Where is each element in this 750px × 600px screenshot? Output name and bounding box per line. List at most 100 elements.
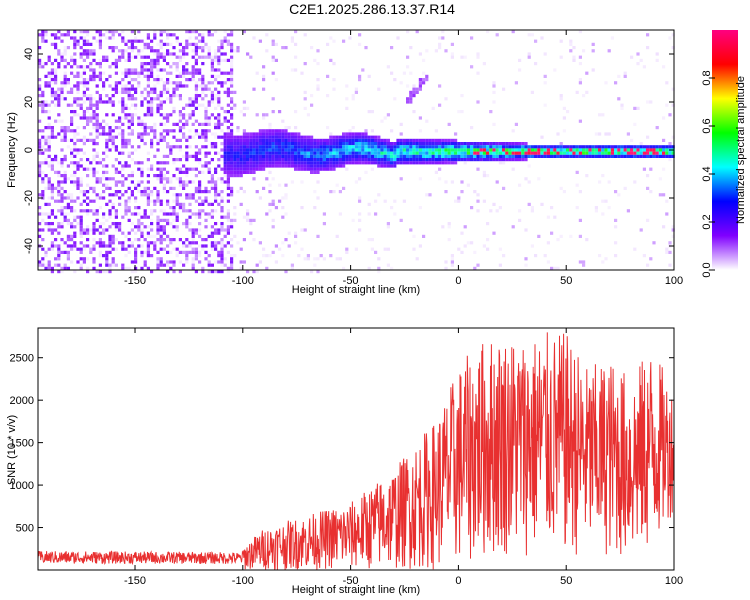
heatmap-cell — [204, 122, 208, 126]
heatmap-cell — [354, 132, 358, 136]
heatmap-cell — [111, 241, 115, 245]
heatmap-cell — [425, 151, 429, 155]
heatmap-cell — [614, 225, 618, 229]
heatmap-cell — [390, 142, 394, 146]
heatmap-cell — [281, 241, 285, 245]
heatmap-cell — [121, 103, 125, 107]
heatmap-cell — [348, 161, 352, 165]
heatmap-cell — [290, 148, 294, 152]
heatmap-cell — [374, 250, 378, 254]
heatmap-cell — [521, 151, 525, 155]
heatmap-cell — [89, 250, 93, 254]
heatmap-cell — [162, 135, 166, 139]
heatmap-cell — [511, 158, 515, 162]
heatmap-cell — [226, 135, 230, 139]
heatmap-cell — [242, 135, 246, 139]
heatmap-cell — [364, 151, 368, 155]
heatmap-cell — [377, 145, 381, 149]
heatmap-cell — [463, 151, 467, 155]
heatmap-cell — [406, 138, 410, 142]
heatmap-cell — [329, 167, 333, 171]
heatmap-cell — [54, 36, 58, 40]
heatmap-cell — [361, 145, 365, 149]
heatmap-cell — [431, 142, 435, 146]
heatmap-cell — [354, 145, 358, 149]
heatmap-cell — [194, 145, 198, 149]
heatmap-cell — [287, 126, 291, 130]
heatmap-cell — [178, 193, 182, 197]
heatmap-cell — [92, 113, 96, 117]
heatmap-cell — [316, 142, 320, 146]
heatmap-cell — [342, 186, 346, 190]
heatmap-cell — [82, 113, 86, 117]
heatmap-cell — [396, 36, 400, 40]
heatmap-cell — [217, 46, 221, 50]
heatmap-cell — [310, 103, 314, 107]
heatmap-cell — [217, 228, 221, 232]
heatmap-cell — [550, 148, 554, 152]
heatmap-cell — [102, 254, 106, 258]
heatmap-cell — [140, 254, 144, 258]
heatmap-cell — [140, 65, 144, 69]
heatmap-cell — [230, 122, 234, 126]
heatmap-cell — [191, 241, 195, 245]
x-tick-label: 50 — [560, 275, 572, 287]
heatmap-cell — [44, 174, 48, 178]
heatmap-cell — [345, 167, 349, 171]
heatmap-cell — [130, 46, 134, 50]
heatmap-cell — [274, 151, 278, 155]
heatmap-cell — [223, 161, 227, 165]
heatmap-cell — [220, 106, 224, 110]
heatmap-cell — [191, 193, 195, 197]
heatmap-cell — [124, 49, 128, 53]
heatmap-cell — [409, 154, 413, 158]
heatmap-cell — [396, 142, 400, 146]
heatmap-cell — [178, 84, 182, 88]
heatmap-cell — [150, 62, 154, 66]
heatmap-cell — [646, 151, 650, 155]
heatmap-cell — [230, 116, 234, 120]
heatmap-cell — [214, 183, 218, 187]
heatmap-cell — [114, 81, 118, 85]
heatmap-cell — [47, 138, 51, 142]
heatmap-cell — [95, 103, 99, 107]
heatmap-cell — [217, 100, 221, 104]
heatmap-cell — [182, 55, 186, 59]
heatmap-cell — [578, 154, 582, 158]
heatmap-cell — [524, 158, 528, 162]
heatmap-cell — [575, 206, 579, 210]
heatmap-cell — [38, 170, 42, 174]
heatmap-cell — [425, 145, 429, 149]
heatmap-cell — [134, 206, 138, 210]
heatmap-cell — [182, 250, 186, 254]
heatmap-cell — [118, 90, 122, 94]
heatmap-cell — [114, 90, 118, 94]
heatmap-cell — [50, 87, 54, 91]
heatmap-cell — [146, 46, 150, 50]
heatmap-cell — [559, 151, 563, 155]
heatmap-cell — [127, 74, 131, 78]
heatmap-cell — [140, 132, 144, 136]
heatmap-cell — [191, 260, 195, 264]
heatmap-cell — [610, 148, 614, 152]
heatmap-cell — [508, 145, 512, 149]
heatmap-cell — [210, 270, 214, 274]
heatmap-cell — [63, 190, 67, 194]
heatmap-cell — [575, 183, 579, 187]
heatmap-cell — [194, 151, 198, 155]
heatmap-cell — [457, 154, 461, 158]
heatmap-cell — [127, 71, 131, 75]
heatmap-cell — [210, 65, 214, 69]
heatmap-cell — [47, 164, 51, 168]
heatmap-cell — [127, 186, 131, 190]
heatmap-cell — [393, 151, 397, 155]
heatmap-cell — [79, 228, 83, 232]
heatmap-cell — [169, 97, 173, 101]
heatmap-cell — [649, 257, 653, 261]
heatmap-cell — [470, 158, 474, 162]
heatmap-cell — [111, 103, 115, 107]
heatmap-cell — [297, 161, 301, 165]
heatmap-cell — [156, 110, 160, 114]
heatmap-cell — [172, 158, 176, 162]
heatmap-cell — [60, 270, 64, 274]
